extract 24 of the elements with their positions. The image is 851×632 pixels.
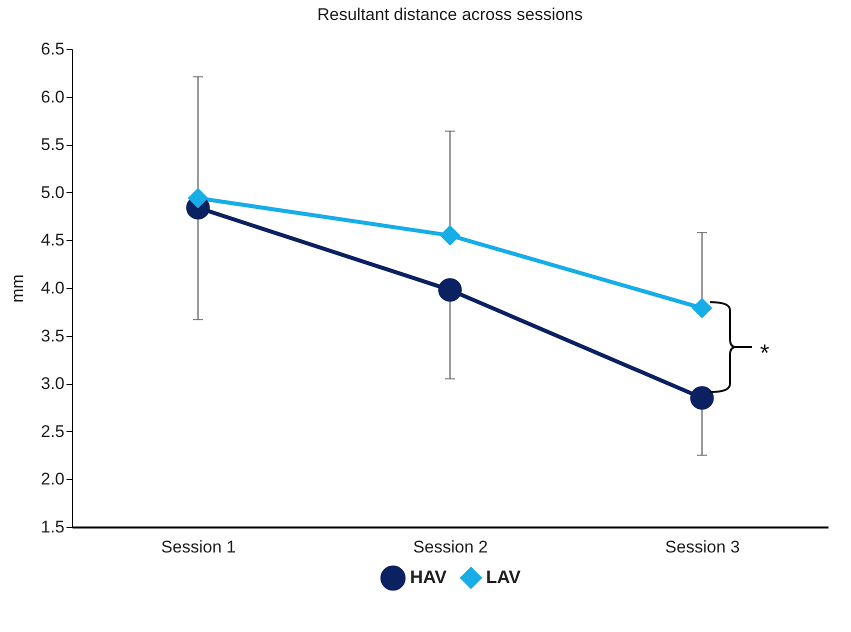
- y-tick-label: 5.5: [40, 135, 64, 154]
- point: [438, 278, 462, 302]
- y-tick-label: 4.0: [40, 278, 64, 298]
- legend-label: HAV: [410, 567, 447, 588]
- y-tick-label: 2.5: [40, 422, 64, 441]
- point: [690, 386, 714, 410]
- annotation: *: [760, 340, 770, 368]
- y-tick-label: 1.5: [40, 518, 64, 536]
- point: [692, 298, 712, 318]
- y-axis-title: mm: [8, 274, 27, 303]
- point: [440, 225, 460, 246]
- y-tick-label: 6.5: [40, 40, 64, 58]
- y-tick-label: 4.5: [40, 230, 64, 250]
- y-tick-label: 3.0: [40, 374, 64, 394]
- x-tick-label: Session 3: [665, 538, 740, 556]
- y-tick-label: 6.0: [40, 87, 64, 106]
- x-tick-label: Session 1: [161, 538, 236, 556]
- y-tick-label: 2.0: [40, 470, 64, 489]
- y-tick-label: 3.5: [40, 326, 64, 346]
- legend-label: LAV: [486, 566, 521, 587]
- y-tick-label: 5.0: [40, 182, 64, 202]
- x-tick-label: Session 2: [413, 538, 488, 556]
- point: [188, 188, 208, 208]
- chart-title: Resultant distance across sessions: [317, 5, 583, 24]
